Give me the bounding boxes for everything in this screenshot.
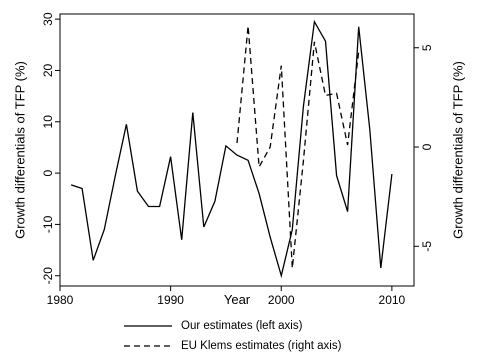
y-right-tick-label: 0 <box>420 143 434 150</box>
y-left-tick-label: 10 <box>41 115 55 129</box>
y-axis-right-title: Growth differentials of TFP (%) <box>451 61 466 239</box>
x-tick-label: 2010 <box>379 293 406 307</box>
y-left-tick-label: 20 <box>41 63 55 77</box>
legend-label-our-estimates: Our estimates (left axis) <box>181 320 303 332</box>
y-axis-left-title: Growth differentials of TFP (%) <box>13 61 28 239</box>
plot-frame <box>59 13 415 287</box>
y-left-tick-label: 0 <box>41 169 55 176</box>
plot-area: 1980 1990 2000 2010 -20 -10 0 10 20 30 -5 0 5 <box>41 12 434 307</box>
y-left-tick-label: -20 <box>41 267 55 285</box>
legend-label-eu-klems: EU Klems estimates (right axis) <box>181 340 342 352</box>
x-tick-label: 1980 <box>47 293 74 307</box>
y-right-tick-label: 5 <box>420 44 434 51</box>
x-tick-label: 1990 <box>157 293 184 307</box>
y-right-tick-label: -5 <box>420 241 434 252</box>
y-left-tick-label: 30 <box>41 12 55 26</box>
y-left-tick-label: -10 <box>41 215 55 233</box>
series-line-our-estimates <box>70 19 393 279</box>
legend: Our estimates (left axis) EU Klems estim… <box>124 320 342 352</box>
x-axis-title: Year <box>224 292 251 307</box>
x-tick-label: 2000 <box>268 293 295 307</box>
series-line-eu-klems <box>236 25 360 269</box>
